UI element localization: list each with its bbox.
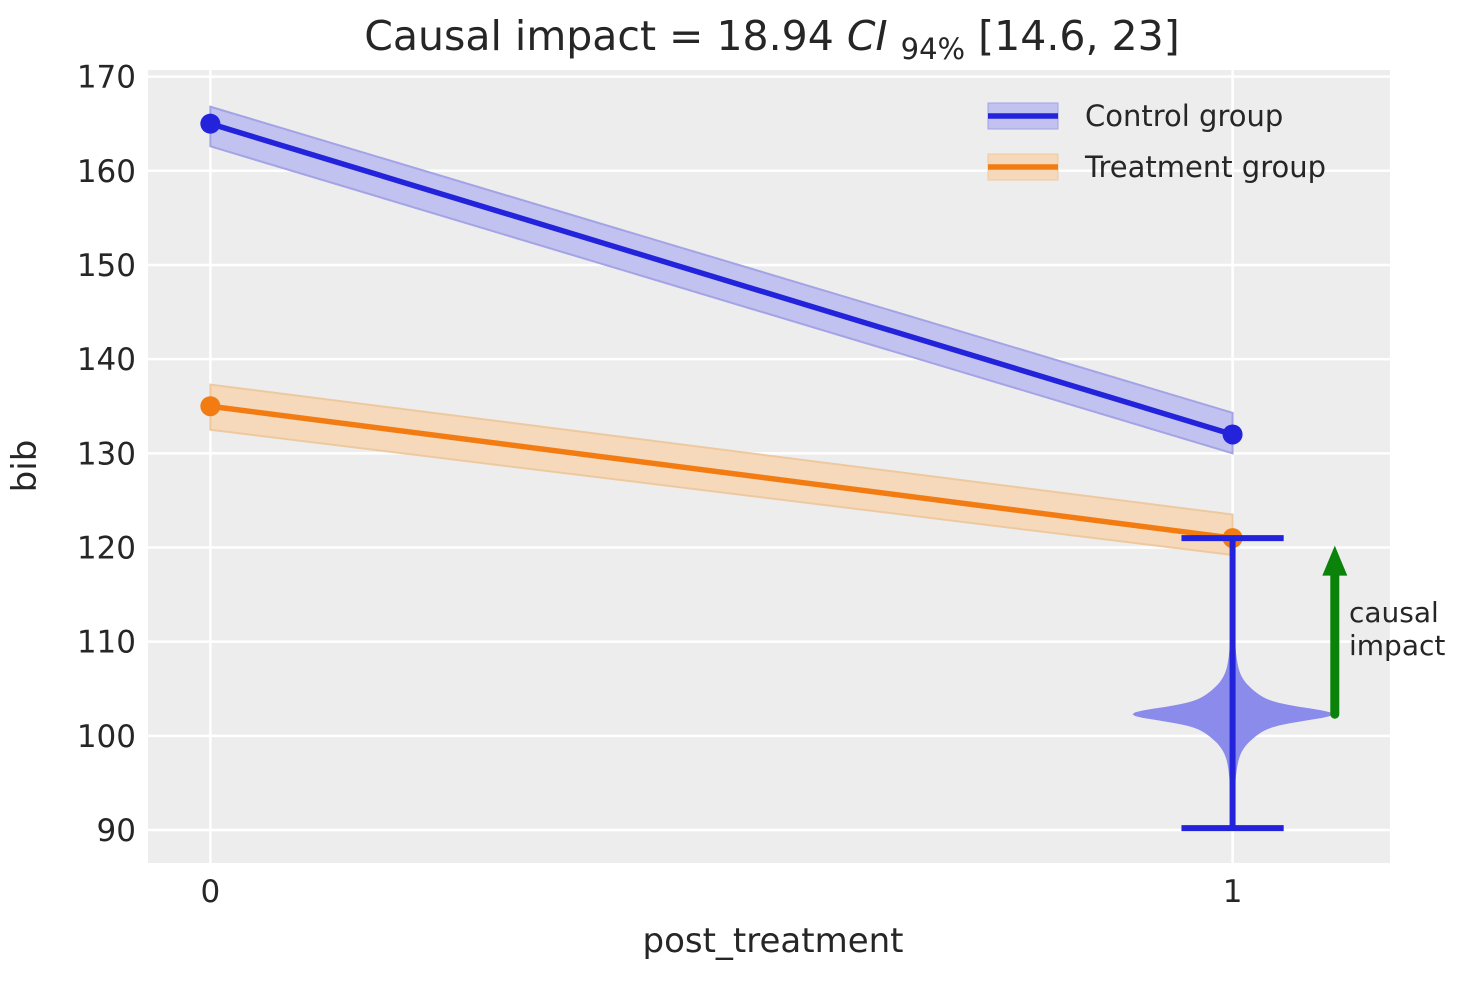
title-ci: CI xyxy=(847,12,888,60)
y-tick-label: 120 xyxy=(77,530,136,566)
legend: Control group Treatment group xyxy=(987,99,1326,184)
control-line xyxy=(207,120,1236,438)
y-tick-label: 110 xyxy=(77,625,136,661)
y-tick-label: 90 xyxy=(97,813,136,849)
control-marker xyxy=(1222,424,1243,445)
arrow-head xyxy=(1322,545,1348,576)
y-tick-label: 150 xyxy=(77,248,136,284)
title-ci-subscript: 94% xyxy=(901,32,965,66)
annotation-line-2: impact xyxy=(1349,629,1445,662)
tick-labels: 90 100 110 120 130 140 150 160 170 0 1 xyxy=(77,60,1243,910)
causal-impact-arrow xyxy=(1322,545,1348,719)
y-axis-label: bib xyxy=(5,440,45,493)
treatment-marker xyxy=(200,396,221,417)
annotation-line-1: causal xyxy=(1349,596,1439,629)
y-tick-label: 130 xyxy=(77,436,136,472)
y-tick-label: 140 xyxy=(77,342,136,378)
legend-entry-control: Control group xyxy=(987,99,1283,133)
chart-title: Causal impact = 18.94 CI 94% [14.6, 23] xyxy=(364,12,1179,69)
y-tick-label: 100 xyxy=(77,719,136,755)
control-marker xyxy=(200,113,221,134)
title-interval: [14.6, 23] xyxy=(978,12,1180,60)
treatment-line xyxy=(207,403,1236,541)
posterior-violin xyxy=(1132,535,1333,832)
causal-impact-annotation: causal impact xyxy=(1349,596,1448,662)
y-tick-label: 160 xyxy=(77,154,136,190)
legend-entry-treatment: Treatment group xyxy=(987,150,1326,184)
legend-label-treatment: Treatment group xyxy=(1084,150,1326,184)
x-axis-label: post_treatment xyxy=(643,921,904,961)
title-prefix: Causal impact = 18.94 xyxy=(364,12,834,60)
x-tick-label: 0 xyxy=(200,874,220,910)
y-tick-label: 170 xyxy=(77,60,136,96)
series-lines xyxy=(200,113,1243,549)
x-tick-label: 1 xyxy=(1223,874,1243,910)
legend-label-control: Control group xyxy=(1085,99,1283,133)
